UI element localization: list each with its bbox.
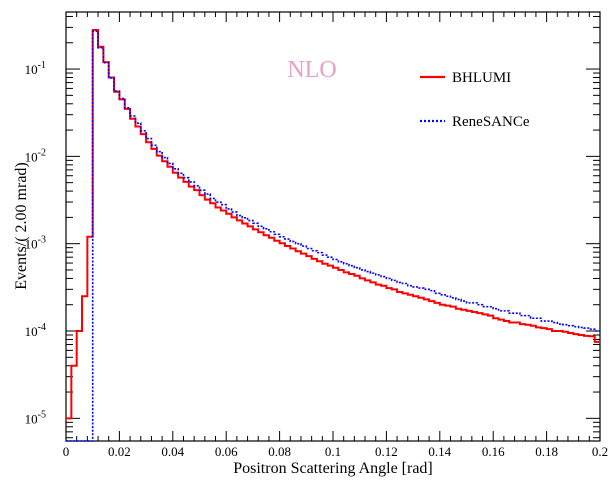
series-layer (66, 28, 600, 442)
x-tick-label: 0.18 (535, 444, 558, 459)
legend: BHLUMI ReneSANCe (420, 70, 530, 130)
x-tick-label: 0.06 (215, 444, 238, 459)
legend-label-renesance: ReneSANCe (452, 114, 530, 130)
x-tick-label: 0.08 (268, 444, 291, 459)
nlo-annotation: NLO (287, 57, 336, 83)
x-tick-label: 0.16 (482, 444, 505, 459)
x-tick-label: 0.02 (108, 444, 131, 459)
x-tick-label: 0.12 (375, 444, 398, 459)
series-renesance-histogram (66, 30, 600, 442)
y-axis-label: Events/( 2.00 mrad) (13, 162, 30, 290)
axis-ticks: 0 0.02 0.04 0.06 0.08 0.1 0.12 0.14 0.16 0.18 0.21… (25, 12, 608, 459)
x-tick-label: 0 (63, 444, 70, 459)
x-tick-label: 0.14 (428, 444, 451, 459)
series-bhlumi-histogram (66, 28, 600, 420)
x-tick-label: 0.1 (325, 444, 341, 459)
x-tick-label: 0.04 (161, 444, 184, 459)
legend-label-bhlumi: BHLUMI (452, 70, 511, 86)
x-axis-label: Positron Scattering Angle [rad] (233, 460, 433, 477)
x-tick-label: 0.2 (592, 444, 608, 459)
